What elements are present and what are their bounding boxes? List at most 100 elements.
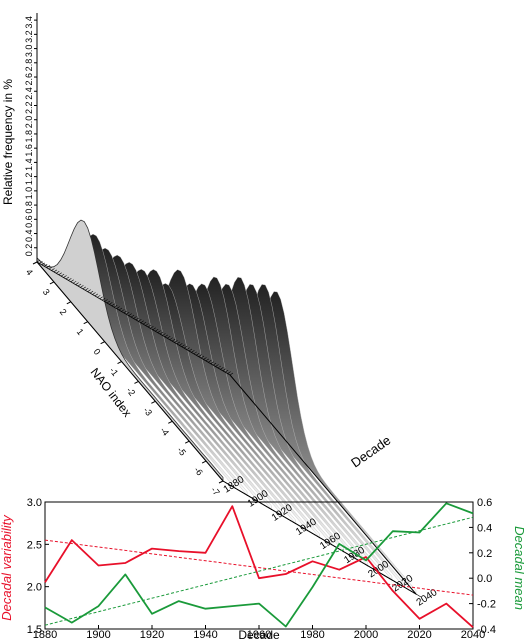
decade-back-tick [114,304,118,308]
frequency-tick-label: 1.4 [24,158,34,171]
frequency-tick-label: 2.4 [24,87,34,100]
x-tick-label: 1960 [247,629,271,640]
decade-back-tick [101,297,106,301]
decade-back-tick [217,365,222,369]
decade-back-tick [147,324,152,328]
decade-back-tick [89,290,94,294]
decade-back-tick [94,293,99,297]
frequency-tick-label: 2.2 [24,101,34,114]
decade-back-tick [229,372,234,376]
decade-back-tick [65,276,70,280]
decade-back-tick [130,314,135,318]
decade-back-tick [135,317,140,321]
decade-back-tick [196,352,200,356]
frequency-tick-label: 1.2 [24,173,34,186]
decade-back-tick [162,333,166,336]
decade-back-tick [126,312,130,315]
nao-tick-label: -1 [108,365,121,377]
variability-trend-line [44,539,474,596]
decade-back-tick [44,263,48,267]
decade-back-tick [36,259,41,263]
decade-back-tick [85,288,89,291]
decade-back-tick [123,310,128,314]
decade-back-tick [208,360,212,363]
decade-back-tick [99,296,103,299]
back-edge-line [229,374,417,595]
nao-tick-label: 0 [92,347,103,357]
frequency-tick-label: 1.6 [24,144,34,157]
nao-tick-label: 4 [24,267,35,277]
decade-back-tick [48,266,53,270]
decade-back-tick [118,307,123,311]
decade-back-tick [75,282,79,285]
line-chart: 1880 1900 1920 1940 1960 1980 2000 2020 2040 1.5 2… [0,497,524,640]
x-axis-label: Decade [238,628,280,640]
decade-back-tick [41,262,45,266]
decade-back-tick [58,272,62,275]
decade-back-tick [111,303,115,307]
decade-back-tick [97,295,101,298]
nao-tick-mark [168,420,173,424]
decade-back-tick [215,364,219,367]
nao-tick-mark [151,400,156,404]
decade-back-tick [186,347,190,350]
decade-back-tick [106,300,111,304]
decade-back-tick [164,334,169,338]
nao-tick-label: -3 [141,405,154,417]
decade-back-tick [150,326,154,329]
nao-tick-mark [218,480,224,484]
decade-back-tick [56,271,60,274]
right-tick-label: 0.0 [477,573,492,585]
x-tick-label: 1920 [140,629,164,640]
right-tick-label: -0.2 [477,599,496,611]
frequency-tick-label: 2.0 [24,116,34,129]
nao-tick-mark [32,261,38,265]
ridge-surface [36,219,417,595]
nao-tick-label: 3 [41,287,52,297]
frequency-tick-label: 0.2 [24,244,34,257]
decade-back-tick [157,330,161,333]
nao-tick-mark [83,321,88,325]
decade-back-tick [46,265,50,268]
right-axis-label: Decadal mean [512,526,524,610]
x-tick-label: 1980 [300,629,324,640]
frequency-tick-label: 0.6 [24,215,34,228]
line-chart-series [44,502,474,628]
decade-back-tick [142,321,147,325]
decade-back-tick [222,368,226,372]
decade-back-tick [80,285,84,288]
frequency-tick-label: 1.8 [24,130,34,143]
x-tick-label: 1900 [86,629,110,640]
frequency-axis: 0.20.4 0.60.81.01.2 1.41.61.82.0 2.22.42.62… [24,13,38,262]
decade-back-tick [128,313,132,316]
decade-back-tick [193,351,197,355]
frequency-tick-label: 0.8 [24,201,34,214]
decade-back-tick [133,316,137,319]
decade-back-tick [92,292,96,295]
decade-back-tick [82,286,87,290]
decade-back-tick [225,369,229,373]
frequency-axis-label: Relative frequency in % [1,79,15,205]
decade-back-tick [205,358,210,362]
frequency-tick-label: 3.2 [24,30,34,43]
left-tick-label: 3.0 [27,497,42,509]
decade-back-tick [171,338,176,342]
decade-back-tick [227,371,231,374]
decade-back-tick [109,302,113,305]
ridge-1880 [36,219,224,483]
x-tick-label: 1880 [33,629,57,640]
decade-back-tick [176,341,181,345]
decade-back-tick [145,323,149,326]
nao-tick-label: -4 [158,425,171,437]
frequency-tick-label: 2.8 [24,59,34,72]
nao-tick-label: 1 [75,327,86,337]
decade-back-tick [203,357,207,360]
left-tick-label: 2.5 [27,539,42,551]
decade-back-tick [63,275,67,278]
mean-series-line [44,502,474,628]
frequency-tick-label: 0.4 [24,230,34,243]
decade-back-tick [167,336,171,339]
x-tick-label: 2040 [461,629,485,640]
line-chart-ticks: 1880 1900 1920 1940 1960 1980 2000 2020 2040 1.5 2… [27,497,496,640]
